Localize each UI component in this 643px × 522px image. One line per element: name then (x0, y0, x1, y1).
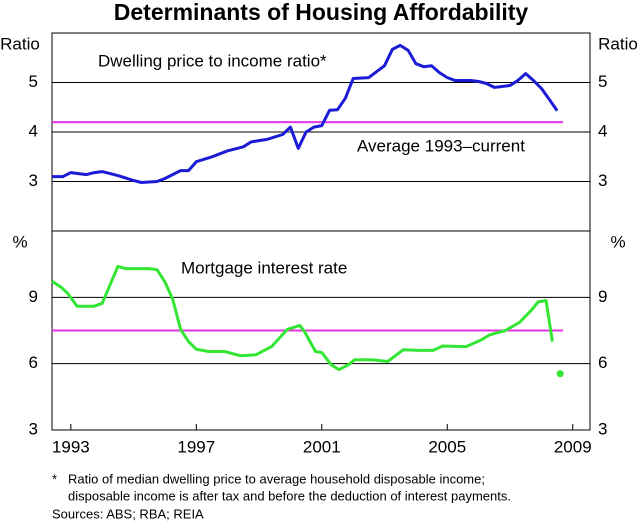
data-point (556, 370, 564, 378)
y2-tick-label: 6 (598, 353, 607, 372)
footnote: disposable income is after tax and befor… (68, 488, 511, 503)
y-tick-label: 9 (29, 287, 38, 306)
y-tick-label: 3 (29, 171, 38, 190)
y-tick-label: 4 (29, 121, 38, 140)
y-tick-label: 6 (29, 353, 38, 372)
series-label: Dwelling price to income ratio* (98, 51, 327, 70)
x-tick-label: 2001 (303, 437, 341, 456)
reference-label: Average 1993–current (357, 136, 525, 155)
y-axis-label: % (12, 232, 27, 251)
y2-axis-label: Ratio (598, 34, 638, 53)
x-tick-label: 1993 (52, 437, 90, 456)
x-tick-label: 1997 (177, 437, 215, 456)
y-tick-label: 5 (29, 72, 38, 91)
y2-tick-label: 4 (598, 121, 607, 140)
chart-title: Determinants of Housing Affordability (114, 0, 529, 25)
data-line (52, 43, 559, 184)
x-tick-label: 2005 (428, 437, 466, 456)
y-tick-label: 3 (29, 419, 38, 438)
footnote: Ratio of median dwelling price to averag… (68, 471, 485, 486)
footnote-mark: * (52, 471, 57, 486)
series-label: Mortgage interest rate (181, 258, 347, 277)
sources: Sources: ABS; RBA; REIA (52, 506, 204, 521)
y2-tick-label: 5 (598, 72, 607, 91)
y2-tick-label: 3 (598, 171, 607, 190)
y-axis-label: Ratio (0, 34, 40, 53)
y2-tick-label: 3 (598, 419, 607, 438)
x-tick-label: 2009 (554, 437, 592, 456)
y2-axis-label: % (610, 232, 625, 251)
data-line (51, 264, 554, 372)
y2-tick-label: 9 (598, 287, 607, 306)
